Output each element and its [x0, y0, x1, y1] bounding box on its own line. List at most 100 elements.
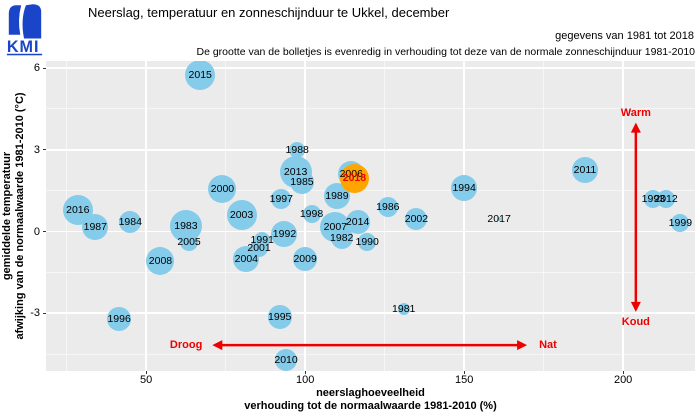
kmi-logo-underline: [6, 53, 43, 56]
year-label: 2009: [293, 252, 317, 265]
y-major-gridline: [46, 149, 695, 151]
year-label: 2013: [283, 165, 308, 178]
annotation-layer: Warm Koud Droog Nat: [46, 61, 695, 371]
bubble-size-note: De grootte van de bolletjes is evenredig…: [196, 46, 696, 58]
data-range-note: gegevens van 1981 tot 2018: [555, 30, 694, 42]
data-bubble: [671, 214, 690, 233]
data-bubble: [293, 246, 318, 271]
kmi-logo-wave-left: [8, 5, 22, 35]
y-tick-mark: [43, 231, 46, 233]
year-label: 1989: [325, 190, 349, 203]
data-bubble: [271, 221, 298, 248]
x-tick-mark: [463, 371, 465, 374]
year-label: 2002: [404, 213, 429, 226]
data-bubble-highlight: [339, 163, 369, 193]
warm-label: Warm: [620, 106, 651, 119]
data-bubble: [302, 204, 321, 223]
data-bubble: [451, 174, 478, 201]
year-label: 2015: [188, 68, 212, 81]
point-label-layer: 1981 1982 1983 1984 1985 1986 1987 1988 1989 1990…: [46, 61, 695, 371]
year-label: 1985: [290, 176, 314, 189]
y-minor-gridline: [46, 108, 695, 110]
year-label: 2018: [342, 172, 367, 185]
x-tick-label: 150: [454, 374, 474, 386]
y-major-gridline: [46, 312, 695, 314]
koud-label: Koud: [621, 315, 650, 328]
year-label: 2004: [234, 252, 259, 265]
x-axis-title-line2: verhouding tot de normaalwaarde 1981-201…: [244, 400, 497, 412]
y-tick-label: 6: [33, 62, 40, 75]
data-bubble: [62, 194, 93, 225]
year-label: 1993: [641, 192, 666, 205]
year-label: 1981: [392, 303, 416, 316]
x-major-gridline: [622, 61, 624, 371]
koud-arrowhead: [630, 301, 641, 312]
year-label: 2011: [573, 164, 597, 177]
y-axis-title-line1: gemiddelde temperatuur: [1, 151, 13, 281]
year-label: 2008: [148, 255, 173, 268]
year-label: 1999: [668, 217, 693, 230]
year-label: 2010: [274, 353, 298, 366]
y-major-gridline: [46, 67, 695, 69]
year-label: 2017: [487, 213, 511, 226]
year-label: 1996: [107, 312, 131, 325]
year-label: 2003: [229, 209, 254, 222]
data-bubble: [279, 155, 312, 188]
y-tick-mark: [43, 67, 46, 69]
x-major-gridline: [463, 61, 465, 371]
x-minor-gridline: [225, 61, 227, 371]
data-bubble: [107, 306, 132, 331]
year-label: 1994: [452, 181, 476, 194]
data-bubble: [180, 233, 199, 252]
y-minor-gridline: [46, 353, 695, 355]
x-axis-title-line1: neerslaghoeveelheid: [316, 387, 425, 399]
x-major-gridline: [145, 61, 147, 371]
nat-arrowhead: [517, 340, 528, 351]
year-label: 2006: [339, 168, 363, 181]
year-label: 1990: [355, 236, 379, 249]
bubble-layer: [46, 61, 695, 371]
data-bubble: [233, 245, 260, 272]
year-label: 1987: [83, 221, 107, 234]
year-label: 1984: [118, 215, 142, 228]
year-label: 2012: [654, 192, 678, 205]
x-tick-mark: [622, 371, 624, 374]
data-bubble: [271, 188, 292, 209]
data-bubble: [657, 189, 676, 208]
data-bubble: [358, 233, 377, 252]
data-bubble: [119, 210, 142, 233]
data-bubble: [185, 61, 216, 90]
data-bubble: [405, 208, 428, 231]
year-label: 2001: [247, 241, 271, 254]
year-label: 1986: [376, 201, 400, 213]
year-label: 1991: [250, 233, 274, 246]
y-tick-label: 3: [33, 143, 40, 156]
year-label: 1997: [269, 192, 293, 205]
plot-panel: [46, 61, 695, 371]
data-bubble: [320, 212, 351, 243]
chart-title: Neerslag, temperatuur en zonneschijnduur…: [88, 5, 450, 20]
data-bubble: [289, 141, 306, 158]
x-tick-mark: [304, 371, 306, 374]
x-tick-mark: [145, 371, 147, 374]
x-tick-label: 100: [295, 374, 315, 386]
warm-arrowhead: [630, 122, 641, 133]
y-minor-gridline: [46, 190, 695, 192]
x-tick-label: 50: [140, 374, 153, 386]
annotation-arrows: [212, 122, 641, 351]
data-bubble: [497, 217, 502, 222]
year-label: 2007: [323, 221, 348, 234]
y-minor-gridline: [46, 271, 695, 273]
year-label: 2000: [210, 183, 235, 196]
x-tick-label: 200: [613, 374, 633, 386]
year-label: 2016: [66, 203, 90, 216]
droog-arrowhead: [212, 340, 223, 351]
y-tick-mark: [43, 312, 46, 314]
data-bubble: [267, 305, 292, 330]
nat-label: Nat: [539, 339, 557, 352]
data-bubble: [377, 197, 398, 217]
data-bubble: [226, 200, 257, 231]
y-tick-label: 0: [33, 225, 40, 238]
x-minor-gridline: [543, 61, 545, 371]
year-label: 1998: [299, 207, 324, 220]
